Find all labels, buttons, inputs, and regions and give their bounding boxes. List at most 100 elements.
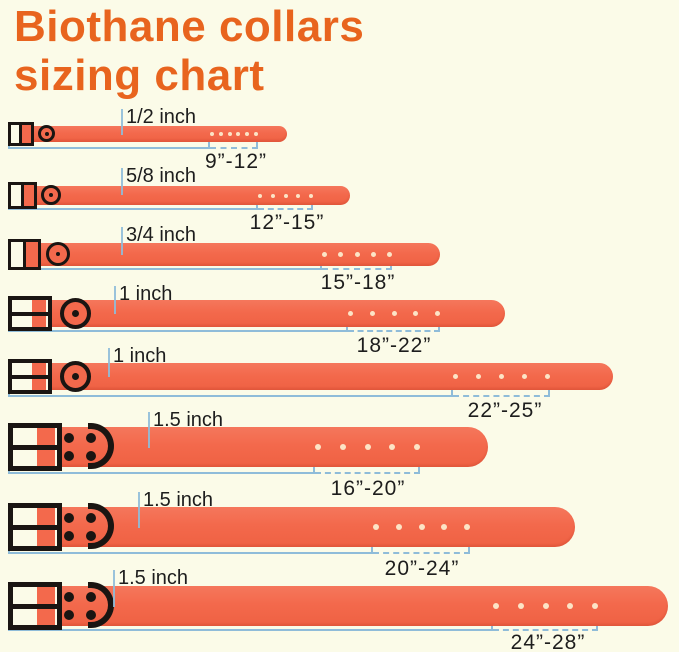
collar-illustration	[8, 181, 350, 210]
buckle-icon	[8, 296, 52, 331]
collar-band	[52, 427, 488, 467]
hole-dot	[395, 524, 402, 530]
collar-illustration	[8, 502, 575, 552]
hole-dot	[542, 603, 549, 609]
rivet-icon	[64, 451, 74, 461]
collar-illustration	[8, 581, 668, 631]
collar-band	[44, 300, 505, 327]
rivet-icon	[64, 610, 74, 620]
size-range-label: 24”-28”	[510, 631, 586, 652]
buckle-bar	[22, 242, 26, 267]
hole-dot	[476, 374, 481, 379]
buckle-icon	[8, 122, 34, 146]
measure-line-solid	[8, 620, 493, 631]
collar-band	[44, 363, 613, 390]
d-ring-icon	[88, 423, 114, 469]
d-ring-icon	[60, 361, 91, 392]
hole-dot	[339, 444, 346, 450]
hole-dot	[354, 252, 360, 257]
collar-illustration	[8, 358, 613, 395]
buckle-icon	[8, 182, 37, 209]
buckle-icon	[8, 359, 52, 394]
page-title: Biothane collars sizing chart	[14, 2, 364, 101]
hole-dot	[210, 132, 214, 136]
width-label: 1.5 inch	[118, 567, 189, 589]
measure-line-solid	[8, 199, 258, 210]
hole-dot	[435, 311, 440, 316]
hole-dot	[387, 252, 392, 257]
hole-dot	[309, 193, 313, 198]
measure-line-solid	[8, 321, 348, 332]
buckle-icon	[8, 582, 62, 630]
hole-dot	[245, 132, 250, 136]
rivet-icon	[64, 592, 74, 602]
width-callout-line	[114, 286, 116, 314]
measure-line-dashed	[453, 386, 550, 397]
hole-dot	[522, 374, 527, 379]
adjustment-holes	[348, 300, 440, 327]
buckle-bar	[13, 604, 57, 609]
adjustment-holes	[315, 427, 420, 467]
hole-dot	[218, 132, 223, 136]
width-callout-line	[108, 348, 110, 377]
hole-dot	[389, 444, 396, 450]
buckle-bar	[13, 525, 57, 530]
hole-dot	[453, 374, 458, 379]
collar-band	[52, 507, 575, 547]
collar-band	[35, 243, 440, 266]
measure-line-dashed	[258, 199, 313, 210]
width-callout-line	[121, 109, 123, 135]
size-range-label: 18”-22”	[356, 334, 432, 357]
adjustment-holes	[493, 586, 598, 626]
hole-dot	[227, 132, 232, 136]
collar-illustration	[8, 295, 505, 332]
adjustment-holes	[210, 126, 258, 142]
buckle-strap	[24, 242, 38, 267]
buckle-bar	[12, 311, 48, 316]
hole-dot	[370, 252, 376, 257]
hole-dot	[567, 603, 574, 609]
measure-line-solid	[8, 138, 210, 149]
size-range-label: 20”-24”	[384, 557, 460, 580]
measure-line-dashed	[322, 259, 392, 270]
buckle-strap	[22, 185, 34, 206]
hole-dot	[373, 524, 379, 530]
hole-dot	[545, 374, 550, 379]
hole-dot	[418, 524, 425, 530]
measure-line-solid	[8, 463, 315, 474]
width-callout-line	[148, 412, 150, 448]
hole-dot	[296, 193, 301, 198]
hole-dot	[592, 603, 598, 609]
rivet-icon	[64, 531, 74, 541]
width-label: 5/8 inch	[126, 165, 197, 187]
collar-band	[31, 186, 350, 205]
width-label: 1.5 inch	[143, 489, 214, 511]
d-ring-icon	[60, 298, 91, 329]
width-callout-line	[121, 227, 123, 255]
buckle-icon	[8, 423, 62, 471]
adjustment-holes	[453, 363, 550, 390]
collar-illustration	[8, 422, 488, 472]
hole-dot	[322, 252, 327, 257]
hole-dot	[499, 374, 504, 379]
measure-line-dashed	[348, 321, 440, 332]
d-ring-icon	[88, 582, 114, 628]
hole-dot	[464, 524, 470, 530]
size-range-label: 16”-20”	[330, 477, 406, 500]
adjustment-holes	[373, 507, 470, 547]
hole-dot	[364, 444, 371, 450]
buckle-icon	[8, 239, 41, 270]
o-ring-icon	[38, 125, 55, 142]
measure-line-solid	[8, 259, 322, 270]
collar-illustration	[8, 238, 440, 271]
hole-dot	[413, 311, 419, 316]
width-label: 1 inch	[113, 345, 167, 367]
d-ring-icon	[88, 503, 114, 549]
rivet-icon	[64, 433, 74, 443]
hole-dot	[391, 311, 397, 316]
measure-line-solid	[8, 543, 373, 554]
size-range-label: 12”-15”	[249, 211, 325, 234]
buckle-icon	[8, 503, 62, 551]
hole-dot	[369, 311, 375, 316]
